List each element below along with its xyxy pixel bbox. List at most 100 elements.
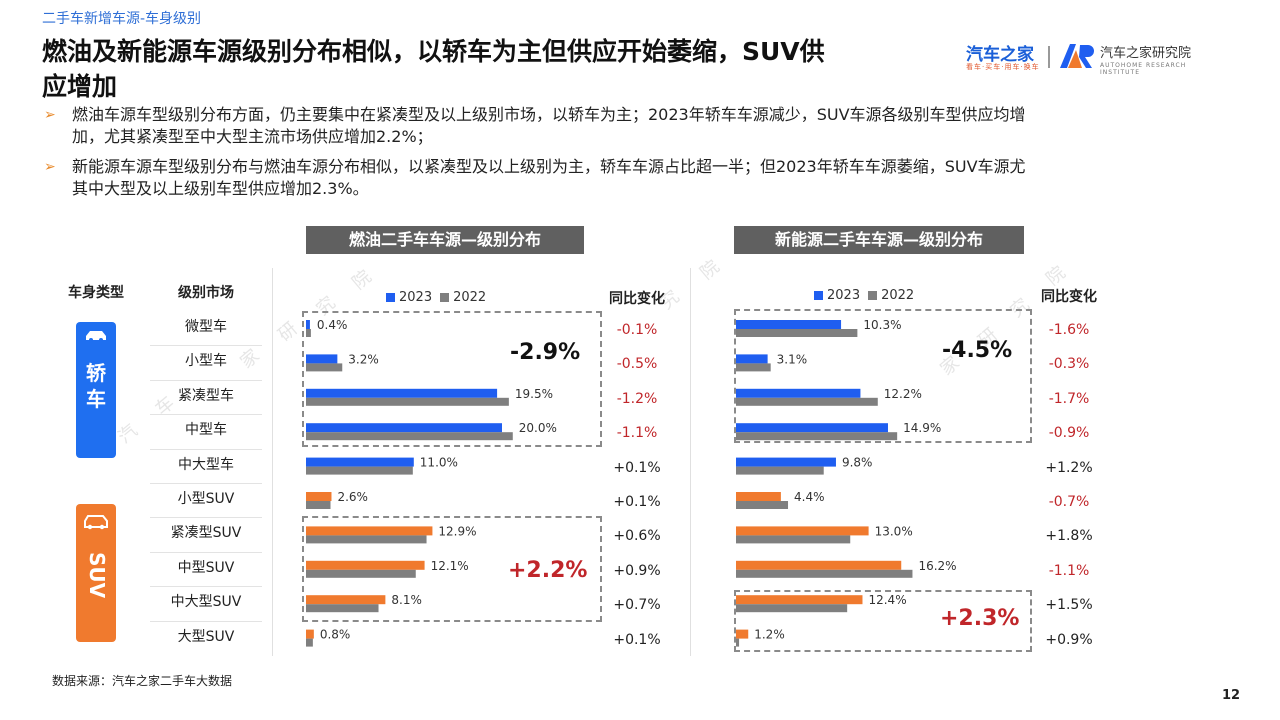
bar-2022 <box>306 604 379 613</box>
bar-2023 <box>736 423 888 433</box>
yoy-change-value: -0.7% <box>1048 494 1090 510</box>
arrow-bullet-icon: ➢ <box>44 107 56 123</box>
yoy-change-value: +0.1% <box>613 459 661 476</box>
row-separator <box>150 345 262 347</box>
legend-label-2023: 2023 <box>827 288 861 303</box>
bar-value-label: 10.3% <box>863 318 901 332</box>
bullet-nev-line-1: 新能源车源车型级别分布与燃油车源分布相似，以紧凑型及以上级别为主，轿车车源占比超… <box>72 157 1026 176</box>
bar-value-label: 19.5% <box>515 387 553 401</box>
nev-bar-chart: 10.3% 3.1% 12.2% 14.9% 9.8% 4.4% 13.0% 16.2% 12.… <box>736 318 957 647</box>
row-separator <box>150 379 262 381</box>
yoy-change-value: -0.9% <box>1048 425 1090 442</box>
watermark-char: 汽 <box>114 420 142 448</box>
yoy-change-value: -1.6% <box>1048 322 1090 338</box>
bar-value-label: 1.2% <box>754 628 785 642</box>
bar-2022 <box>306 432 513 441</box>
bar-2022 <box>306 638 313 647</box>
breadcrumb: 二手车新增车源-车身级别 <box>42 11 202 27</box>
yoy-change-value: -1.7% <box>1048 390 1090 407</box>
bar-2022 <box>736 569 913 578</box>
bullet-fuel-line-1: 燃油车源车型级别分布方面，仍主要集中在紧凑型及以上级别市场，以轿车为主；2023… <box>72 105 1026 124</box>
sedan-type-box: 轿 车 <box>76 322 116 458</box>
yoy-change-value: +1.2% <box>1045 459 1093 476</box>
bar-value-label: 2.6% <box>337 490 367 504</box>
institute-name-en: AUTOHOME RESEARCH INSTITUTE <box>1100 62 1187 76</box>
yoy-change-value: -0.1% <box>616 322 658 338</box>
segment-label: 小型SUV <box>177 491 235 507</box>
header-segment: 级别市场 <box>178 285 234 301</box>
bar-2023 <box>306 492 332 501</box>
row-separator <box>150 586 262 588</box>
header-body-type: 车身类型 <box>68 285 124 301</box>
bar-value-label: 0.4% <box>317 318 348 332</box>
yoy-change-value: -1.2% <box>616 390 658 407</box>
row-separator <box>150 620 262 622</box>
fuel-sedan-highlight-box <box>302 311 602 447</box>
bar-2022 <box>736 432 898 441</box>
institute-name: 汽车之家研究院 <box>1100 46 1192 61</box>
bar-value-label: 12.4% <box>868 593 906 607</box>
bar-value-label: 9.8% <box>842 456 872 470</box>
legend-swatch-2022 <box>440 293 450 302</box>
bar-value-label: 4.4% <box>794 490 825 504</box>
segment-label: 中型SUV <box>177 559 235 576</box>
autohome-logo-tagline: 看车·买车·用车·换车 <box>966 63 1040 71</box>
bar-2023 <box>736 526 869 536</box>
legend-swatch-2023 <box>814 291 823 300</box>
bar-value-label: 8.1% <box>391 593 422 607</box>
yoy-change-value: -1.1% <box>1048 562 1090 579</box>
column-divider <box>690 268 691 656</box>
fuel-suv-highlight-box <box>302 516 602 622</box>
bar-2022 <box>306 363 343 372</box>
bar-value-label: 20.0% <box>519 421 557 435</box>
fuel-legend: 2023 2022 <box>386 290 486 305</box>
legend-label-2023: 2023 <box>399 290 433 305</box>
watermark-char: 研 <box>274 318 302 346</box>
bar-value-label: 12.9% <box>438 524 476 538</box>
sedan-label-char-1: 轿 <box>86 361 106 385</box>
yoy-change-value: +0.9% <box>1045 631 1093 648</box>
bar-2022 <box>736 329 858 337</box>
bar-2023 <box>736 354 768 364</box>
fuel-bar-chart: 0.4% 3.2% 19.5% 20.0% 11.0% 2.6% 12.9% 12.1% 8.1… <box>306 318 557 647</box>
nev-sedan-callout: -4.5% <box>942 338 1013 363</box>
nev-suv-highlight-box <box>734 590 1032 652</box>
suv-type-label: SUV <box>85 552 109 599</box>
bar-2022 <box>736 638 740 647</box>
bar-2023 <box>306 595 386 605</box>
page-number: 12 <box>1222 688 1241 703</box>
row-separator <box>150 551 262 553</box>
nev-suv-callout: +2.3% <box>940 606 1020 631</box>
segment-label: 中大型SUV <box>170 594 242 611</box>
segment-label: 微型车 <box>185 319 227 335</box>
bar-2023 <box>736 457 836 467</box>
header-yoy-nev: 同比变化 <box>1041 289 1097 305</box>
sedan-car-icon <box>86 331 106 342</box>
bar-2023 <box>306 629 314 639</box>
yoy-change-value: +0.9% <box>613 562 661 579</box>
bar-2023 <box>736 388 861 398</box>
bar-value-label: 11.0% <box>420 456 458 470</box>
bar-2023 <box>306 526 433 536</box>
legend-swatch-2023 <box>386 293 395 302</box>
legend-label-2022: 2022 <box>881 288 915 303</box>
segment-label: 紧凑型SUV <box>170 525 242 542</box>
bullet-nev: ➢ 新能源车源车型级别分布与燃油车源分布相似，以紧凑型及以上级别为主，轿车车源占… <box>44 156 1194 200</box>
bar-value-label: 13.0% <box>875 524 913 538</box>
fuel-suv-callout: +2.2% <box>508 558 588 583</box>
bar-2023 <box>736 595 863 605</box>
bar-value-label: 0.8% <box>320 628 351 642</box>
row-separator <box>150 483 262 484</box>
bar-2022 <box>306 397 509 406</box>
segment-label: 紧凑型车 <box>178 387 234 404</box>
watermark-char: 院 <box>696 256 724 284</box>
logo-divider <box>1048 46 1050 68</box>
bar-2022 <box>736 501 789 509</box>
bar-2022 <box>306 329 311 337</box>
sedan-type-label: 轿 车 <box>76 360 116 412</box>
page-title-line-1: 燃油及新能源车源级别分布相似，以轿车为主但供应开始萎缩，SUV供 <box>42 37 825 66</box>
bar-2023 <box>736 629 749 639</box>
row-separator <box>150 414 262 416</box>
bullet-nev-line-2: 其中大型及以上级别车型供应增加2.3%。 <box>72 179 369 198</box>
bar-2023 <box>306 320 310 329</box>
